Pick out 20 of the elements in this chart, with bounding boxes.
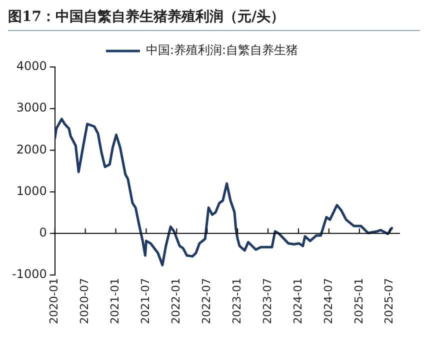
y-tick-label: -1000 bbox=[12, 267, 47, 282]
y-tick-label: 4000 bbox=[16, 59, 47, 74]
x-tick-label: 2022-07 bbox=[200, 278, 213, 324]
x-tick-label: 2022-01 bbox=[170, 278, 183, 324]
y-tick-label: 2000 bbox=[16, 142, 47, 156]
x-tick-label: 2021-07 bbox=[139, 278, 152, 324]
y-tick-label: 3000 bbox=[16, 100, 47, 115]
y-tick-label: 0 bbox=[39, 226, 47, 240]
x-tick-label: 2023-07 bbox=[260, 278, 274, 324]
x-tick-label: 2020-01 bbox=[48, 278, 61, 324]
x-tick-label: 2025-01 bbox=[352, 278, 366, 324]
chart-title: 图17：中国自繁自养生猪养殖利润（元/头） bbox=[8, 8, 420, 31]
x-tick-label: 2024-07 bbox=[322, 278, 335, 324]
legend-label: 中国:养殖利润:自繁自养生猪 bbox=[146, 43, 298, 58]
x-tick-label: 2024-01 bbox=[291, 278, 304, 324]
x-tick-label: 2025-07 bbox=[382, 278, 396, 324]
y-tick-label: 1000 bbox=[16, 184, 47, 198]
x-tick-label: 2023-01 bbox=[230, 278, 244, 324]
x-tick-label: 2020-07 bbox=[78, 278, 92, 324]
x-tick-label: 2021-01 bbox=[108, 278, 122, 324]
